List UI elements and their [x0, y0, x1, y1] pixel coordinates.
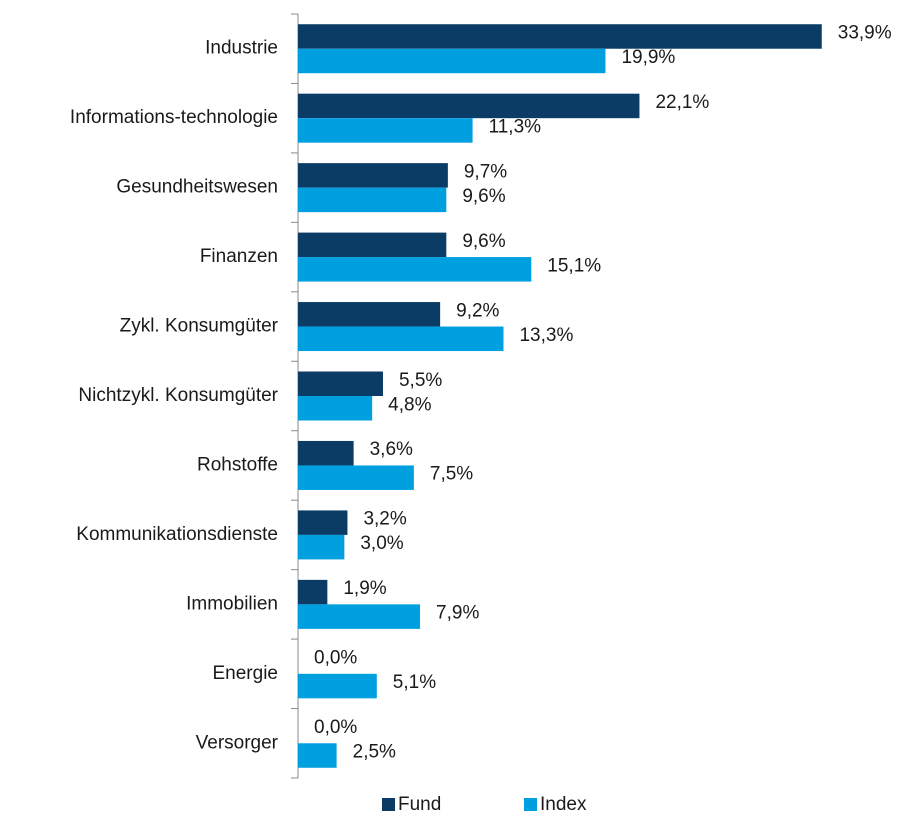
bar [298, 232, 447, 258]
bar [298, 118, 473, 143]
value-label: 2,5% [353, 742, 396, 763]
bar [298, 465, 414, 490]
value-label: 15,1% [547, 255, 601, 276]
y-tick-label: Zykl. Konsumgüter [120, 316, 279, 337]
value-label: 22,1% [655, 92, 709, 113]
value-label: 11,3% [489, 116, 542, 137]
y-tick-label: Immobilien [186, 593, 278, 614]
bar [298, 440, 354, 466]
bar [298, 510, 348, 535]
value-label: 7,5% [430, 464, 473, 485]
legend-label: Index [540, 794, 587, 815]
bar [298, 371, 383, 396]
value-label: 9,6% [462, 186, 505, 207]
value-label: 19,9% [621, 47, 675, 68]
bar [298, 24, 822, 49]
bar [298, 48, 606, 74]
y-tick-label: Rohstoffe [197, 454, 278, 475]
value-label: 33,9% [838, 22, 892, 43]
bar [298, 257, 532, 282]
bar [298, 534, 345, 560]
value-label: 3,0% [360, 533, 403, 554]
value-label: 1,9% [343, 578, 386, 599]
bar [298, 673, 377, 699]
y-tick-label: Nichtzykl. Konsumgüter [78, 385, 278, 406]
y-tick-label: Finanzen [200, 246, 278, 267]
bar [298, 93, 640, 119]
legend-swatch [382, 798, 395, 811]
value-label: 9,6% [462, 231, 505, 252]
value-label: 9,7% [464, 161, 507, 182]
y-tick-label: Kommunikationsdienste [76, 524, 278, 545]
legend-swatch [524, 798, 537, 811]
value-label: 9,2% [456, 300, 499, 321]
bar [298, 163, 448, 188]
value-label: 0,0% [314, 648, 357, 669]
bar [298, 396, 373, 421]
y-tick-label: Energie [213, 663, 279, 684]
value-label: 4,8% [388, 394, 431, 415]
value-label: 5,5% [399, 370, 442, 391]
bar [298, 187, 447, 213]
bar [298, 743, 337, 768]
bar [298, 326, 504, 352]
value-label: 13,3% [519, 325, 573, 346]
value-label: 3,2% [363, 509, 406, 530]
value-label: 0,0% [314, 717, 357, 738]
y-tick-label: Versorger [196, 732, 279, 753]
bar [298, 302, 441, 327]
bar [298, 579, 328, 605]
value-label: 3,6% [370, 439, 413, 460]
value-label: 7,9% [436, 603, 479, 624]
bar [298, 604, 421, 629]
legend-label: Fund [398, 794, 441, 815]
y-tick-label: Industrie [205, 38, 278, 59]
value-label: 5,1% [393, 672, 436, 693]
y-tick-label: Gesundheitswesen [116, 177, 278, 198]
y-tick-label: Informations-technologie [70, 107, 278, 128]
